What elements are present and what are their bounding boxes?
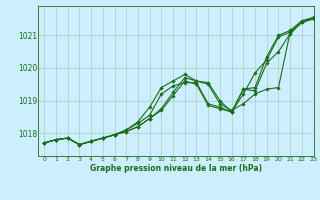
X-axis label: Graphe pression niveau de la mer (hPa): Graphe pression niveau de la mer (hPa): [90, 164, 262, 173]
